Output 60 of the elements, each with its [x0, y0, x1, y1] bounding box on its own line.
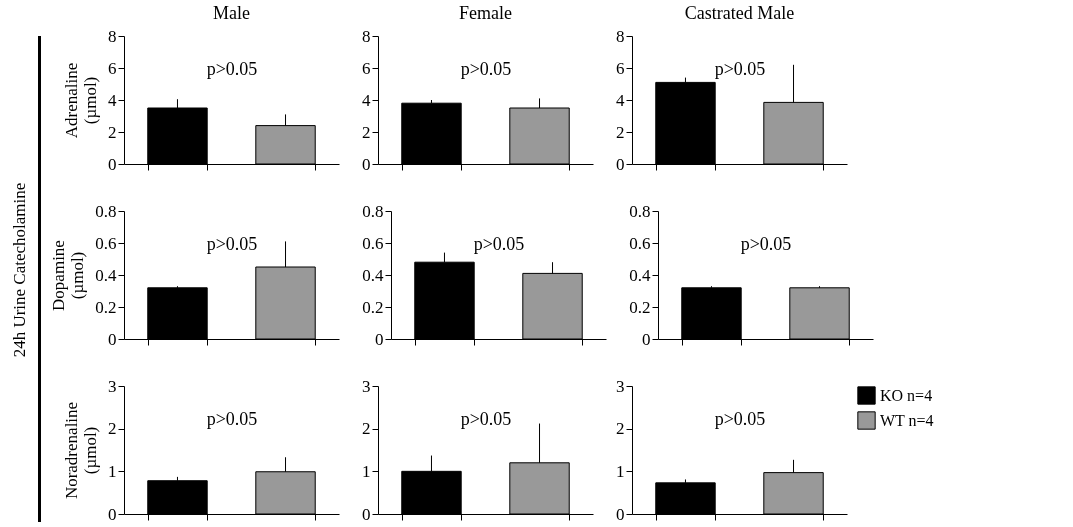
chart-title: Female [459, 3, 512, 23]
y-tick-label: 0.6 [95, 233, 117, 253]
y-tick-label: 3 [108, 376, 117, 396]
y-tick-label: 6 [362, 58, 371, 78]
y-tick-label: 0.2 [95, 297, 117, 317]
annotation: p>0.05 [206, 234, 258, 254]
y-tick-label: 0.8 [629, 201, 651, 221]
y-tick-label: 2 [362, 122, 371, 142]
y-tick-label: 0 [642, 329, 651, 349]
y-tick-label: 0.4 [362, 265, 384, 285]
y-tick-label: 0 [616, 504, 625, 524]
y-tick-label: 8 [108, 26, 117, 46]
y-tick-label: 3 [616, 376, 625, 396]
y-tick-label: 0 [375, 329, 384, 349]
y-tick-label: 4 [108, 90, 117, 110]
y-axis-title: Dopamine (µmol) [49, 240, 88, 311]
y-tick-label: 2 [108, 419, 117, 439]
legend-label: KO n=4 [880, 386, 933, 404]
y-tick-label: 1 [108, 461, 117, 481]
annotation: p>0.05 [714, 59, 766, 79]
annotation: p>0.05 [473, 234, 525, 254]
annotation: p>0.05 [740, 234, 792, 254]
y-tick-label: 0 [616, 154, 625, 174]
annotation: p>0.05 [206, 409, 258, 429]
y-axis-title: Adrenaline (µmol) [62, 62, 100, 139]
y-tick-label: 1 [362, 461, 371, 481]
y-tick-label: 0.2 [362, 297, 384, 317]
annotation: p>0.05 [714, 409, 766, 429]
y-tick-label: 6 [108, 58, 117, 78]
y-tick-label: 4 [616, 90, 625, 110]
y-tick-label: 0.4 [629, 265, 651, 285]
chart-title: Male [213, 3, 250, 23]
chart-title: Castrated Male [684, 3, 795, 23]
y-tick-label: 1 [616, 461, 625, 481]
text: 24h Urine Catecholamine [10, 182, 30, 358]
y-tick-label: 2 [616, 122, 625, 142]
y-tick-label: 6 [616, 58, 625, 78]
annotation: p>0.05 [460, 409, 512, 429]
legend-label: WT n=4 [880, 411, 934, 429]
y-tick-label: 0.6 [362, 233, 384, 253]
annotation: p>0.05 [460, 59, 512, 79]
y-tick-label: 0 [108, 504, 117, 524]
y-tick-label: 0.6 [629, 233, 651, 253]
y-tick-label: 0.8 [362, 201, 384, 221]
y-tick-label: 0 [362, 504, 371, 524]
y-tick-label: 0 [362, 154, 371, 174]
y-tick-label: 2 [108, 122, 117, 142]
y-tick-label: 2 [616, 419, 625, 439]
y-tick-label: 8 [616, 26, 625, 46]
y-tick-label: 2 [362, 419, 371, 439]
y-tick-label: 8 [362, 26, 371, 46]
y-tick-label: 0 [108, 329, 117, 349]
y-tick-label: 0.8 [95, 201, 117, 221]
y-tick-label: 0.4 [95, 265, 117, 285]
y-tick-label: 4 [362, 90, 371, 110]
annotation: p>0.05 [206, 59, 258, 79]
y-tick-label: 0 [108, 154, 117, 174]
y-tick-label: 0.2 [629, 297, 651, 317]
y-tick-label: 3 [362, 376, 371, 396]
y-axis-title: Noradrenaline (µmol) [62, 401, 100, 500]
